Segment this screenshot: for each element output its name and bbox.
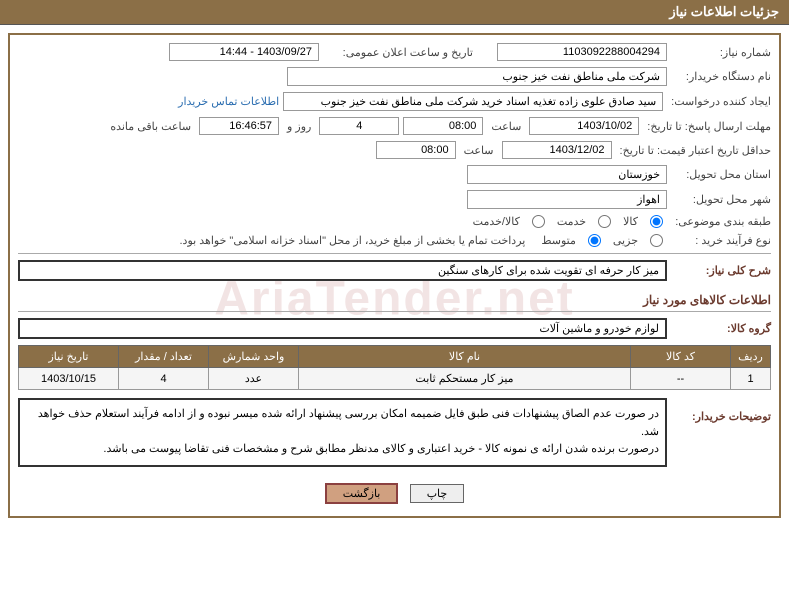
table-row: 1 -- میز کار مستحکم ثابت عدد 4 1403/10/1… [19,368,771,390]
main-container: شماره نیاز: 1103092288004294 تاریخ و ساع… [8,33,781,518]
row-city: شهر محل تحویل: اهواز [18,190,771,209]
value-need-number: 1103092288004294 [497,43,667,61]
th-qty: تعداد / مقدار [119,346,209,368]
value-time-remain: 16:46:57 [199,117,279,135]
footer: چاپ بازگشت [18,473,771,508]
value-goods-group: لوازم خودرو و ماشین آلات [18,318,667,339]
radio-service[interactable] [598,215,611,228]
label-public-date: تاریخ و ساعت اعلان عمومی: [323,46,473,59]
cell-qty: 4 [119,368,209,390]
radio-minor[interactable] [650,234,663,247]
opt-minor: جزیی [609,234,642,247]
purchase-note: پرداخت تمام یا بخشی از مبلغ خرید، از محل… [180,234,526,247]
row-need-number: شماره نیاز: 1103092288004294 تاریخ و ساع… [18,43,771,61]
value-response-date: 1403/10/02 [529,117,639,135]
value-requester: سید صادق علوی زاده تغذیه اسناد خرید شرکت… [283,92,663,111]
label-remain: ساعت باقی مانده [106,120,195,133]
cell-row: 1 [731,368,771,390]
panel-title: جزئیات اطلاعات نیاز [669,4,779,19]
opt-goods: کالا [619,215,642,228]
value-desc: میز کار حرفه ای تقویت شده برای کارهای سن… [18,260,667,281]
buyer-notes-box: در صورت عدم الصاق پیشنهادات فنی طبق فایل… [18,398,667,467]
th-name: نام کالا [299,346,631,368]
row-purchase-type: نوع فرآیند خرید : جزیی متوسط پرداخت تمام… [18,234,771,247]
label-time1: ساعت [487,120,525,133]
opt-service: خدمت [553,215,590,228]
value-price-date: 1403/12/02 [502,141,612,159]
th-date: تاریخ نیاز [19,346,119,368]
back-button[interactable]: بازگشت [325,483,399,504]
th-unit: واحد شمارش [209,346,299,368]
cell-code: -- [631,368,731,390]
row-classification: طبقه بندی موضوعی: کالا خدمت کالا/خدمت [18,215,771,228]
panel-header: جزئیات اطلاعات نیاز [0,0,789,25]
section-items: اطلاعات کالاهای مورد نیاز [18,289,771,312]
value-buyer-org: شرکت ملی مناطق نفت خیز جنوب [287,67,667,86]
value-city: اهواز [467,190,667,209]
label-buyer-org: نام دستگاه خریدار: [671,70,771,83]
row-price-validity: حداقل تاریخ اعتبار قیمت: تا تاریخ: 1403/… [18,141,771,159]
label-city: شهر محل تحویل: [671,193,771,206]
note-line-1: در صورت عدم الصاق پیشنهادات فنی طبق فایل… [26,406,659,441]
link-contact-buyer[interactable]: اطلاعات تماس خریدار [178,95,279,108]
separator-1 [18,253,771,254]
label-purchase-type: نوع فرآیند خرید : [671,234,771,247]
radio-goods-service[interactable] [532,215,545,228]
th-code: کد کالا [631,346,731,368]
value-province: خوزستان [467,165,667,184]
row-response-deadline: مهلت ارسال پاسخ: تا تاریخ: 1403/10/02 سا… [18,117,771,135]
label-province: استان محل تحویل: [671,168,771,181]
note-line-2: درصورت برنده شدن ارائه ی نمونه کالا - خر… [26,441,659,459]
row-desc: شرح کلی نیاز: میز کار حرفه ای تقویت شده … [18,260,771,281]
row-goods-group: گروه کالا: لوازم خودرو و ماشین آلات [18,318,771,339]
value-response-time: 08:00 [403,117,483,135]
label-response-deadline: مهلت ارسال پاسخ: تا تاریخ: [643,120,771,133]
th-row: ردیف [731,346,771,368]
print-button[interactable]: چاپ [410,484,465,503]
opt-medium: متوسط [537,234,580,247]
label-goods-group: گروه کالا: [671,322,771,335]
value-days-remain: 4 [319,117,399,135]
value-price-time: 08:00 [376,141,456,159]
label-requester: ایجاد کننده درخواست: [667,95,771,108]
row-buyer-org: نام دستگاه خریدار: شرکت ملی مناطق نفت خی… [18,67,771,86]
value-public-date: 1403/09/27 - 14:44 [169,43,319,61]
cell-date: 1403/10/15 [19,368,119,390]
items-table: ردیف کد کالا نام کالا واحد شمارش تعداد /… [18,345,771,390]
row-requester: ایجاد کننده درخواست: سید صادق علوی زاده … [18,92,771,111]
label-time2: ساعت [460,144,498,157]
radio-medium[interactable] [588,234,601,247]
row-province: استان محل تحویل: خوزستان [18,165,771,184]
radio-goods[interactable] [650,215,663,228]
table-header-row: ردیف کد کالا نام کالا واحد شمارش تعداد /… [19,346,771,368]
label-price-validity: حداقل تاریخ اعتبار قیمت: تا تاریخ: [616,144,771,157]
label-buyer-notes: توضیحات خریدار: [671,398,771,423]
label-desc: شرح کلی نیاز: [671,264,771,277]
label-need-number: شماره نیاز: [671,46,771,59]
label-classification: طبقه بندی موضوعی: [671,215,771,228]
cell-unit: عدد [209,368,299,390]
opt-goods-service: کالا/خدمت [469,215,524,228]
row-buyer-notes: توضیحات خریدار: در صورت عدم الصاق پیشنها… [18,398,771,467]
cell-name: میز کار مستحکم ثابت [299,368,631,390]
label-days: روز و [283,120,315,133]
